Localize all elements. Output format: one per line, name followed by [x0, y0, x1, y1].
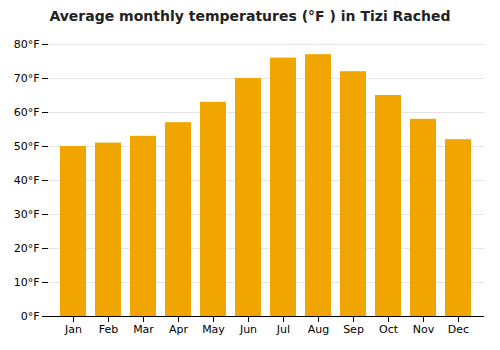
svg-text:Jun: Jun [239, 323, 257, 336]
svg-text:Sep: Sep [343, 323, 364, 336]
svg-text:Aug: Aug [308, 323, 329, 336]
svg-text:May: May [202, 323, 225, 336]
svg-text:Dec: Dec [448, 323, 469, 336]
svg-text:Oct: Oct [379, 323, 399, 336]
svg-text:10°F: 10°F [14, 276, 40, 289]
svg-text:Feb: Feb [99, 323, 118, 336]
svg-text:40°F: 40°F [14, 174, 40, 187]
svg-text:30°F: 30°F [14, 208, 40, 221]
svg-text:70°F: 70°F [14, 72, 40, 85]
svg-text:0°F: 0°F [21, 310, 40, 323]
svg-text:Mar: Mar [133, 323, 154, 336]
svg-text:Jan: Jan [64, 323, 82, 336]
svg-text:Jul: Jul [276, 323, 290, 336]
svg-text:60°F: 60°F [14, 106, 40, 119]
svg-text:Nov: Nov [413, 323, 435, 336]
svg-text:Apr: Apr [169, 323, 189, 336]
svg-text:20°F: 20°F [14, 242, 40, 255]
html-text:Average monthly temperatures (: Average monthly temperatures (°F ) in Ti… [49, 8, 451, 24]
svg-text:50°F: 50°F [14, 140, 40, 153]
svg-text:80°F: 80°F [14, 38, 40, 51]
